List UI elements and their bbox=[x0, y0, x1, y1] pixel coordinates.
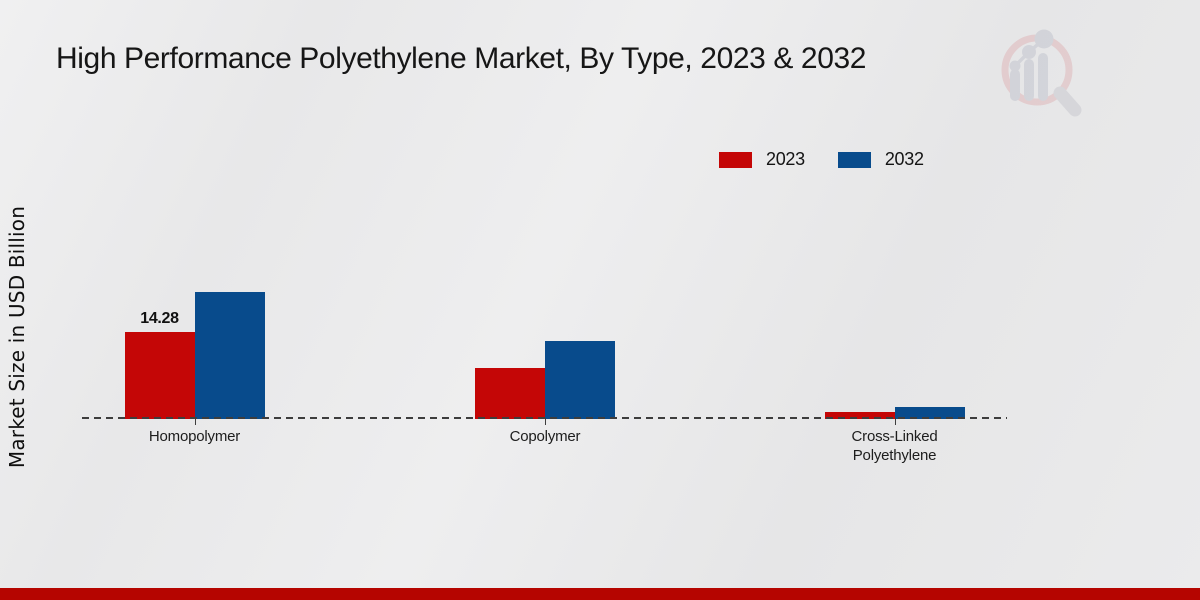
x-tick-cross-linked-polyethylene bbox=[894, 418, 896, 425]
x-tick-homopolymer bbox=[194, 418, 196, 425]
x-axis-baseline bbox=[82, 417, 1007, 419]
category-label-cross-linked-polyethylene: Cross-Linked Polyethylene bbox=[851, 428, 938, 464]
legend-swatch-2032 bbox=[837, 151, 871, 168]
legend-label-2032: 2032 bbox=[884, 149, 924, 169]
legend-label-2023: 2023 bbox=[766, 149, 805, 169]
bar-2023-copolymer bbox=[475, 368, 545, 419]
legend-item-2032: 2032 bbox=[837, 149, 924, 170]
bar-2032-homopolymer bbox=[194, 292, 265, 419]
category-label-homopolymer: Homopolymer bbox=[148, 428, 241, 445]
bottom-accent-bar bbox=[0, 588, 1200, 600]
x-tick-copolymer bbox=[545, 418, 546, 425]
legend-item-2023: 2023 bbox=[719, 149, 805, 170]
magnifier-bar-chart-logo-icon bbox=[1001, 29, 1082, 117]
y-axis-label: Market Size in USD Billion bbox=[5, 205, 29, 469]
bar-2032-cross-linked-polyethylene bbox=[894, 407, 965, 419]
value-label-2023-homopolymer: 14.28 bbox=[140, 310, 179, 327]
category-label-copolymer: Copolymer bbox=[509, 428, 581, 445]
legend: 2023 2032 bbox=[719, 149, 924, 170]
legend-swatch-2023 bbox=[719, 151, 752, 168]
bar-2023-cross-linked-polyethylene bbox=[824, 412, 895, 419]
chart-title: High Performance Polyethylene Market, By… bbox=[56, 42, 867, 75]
bar-2023-homopolymer bbox=[124, 332, 195, 419]
bar-2032-copolymer bbox=[545, 341, 615, 419]
